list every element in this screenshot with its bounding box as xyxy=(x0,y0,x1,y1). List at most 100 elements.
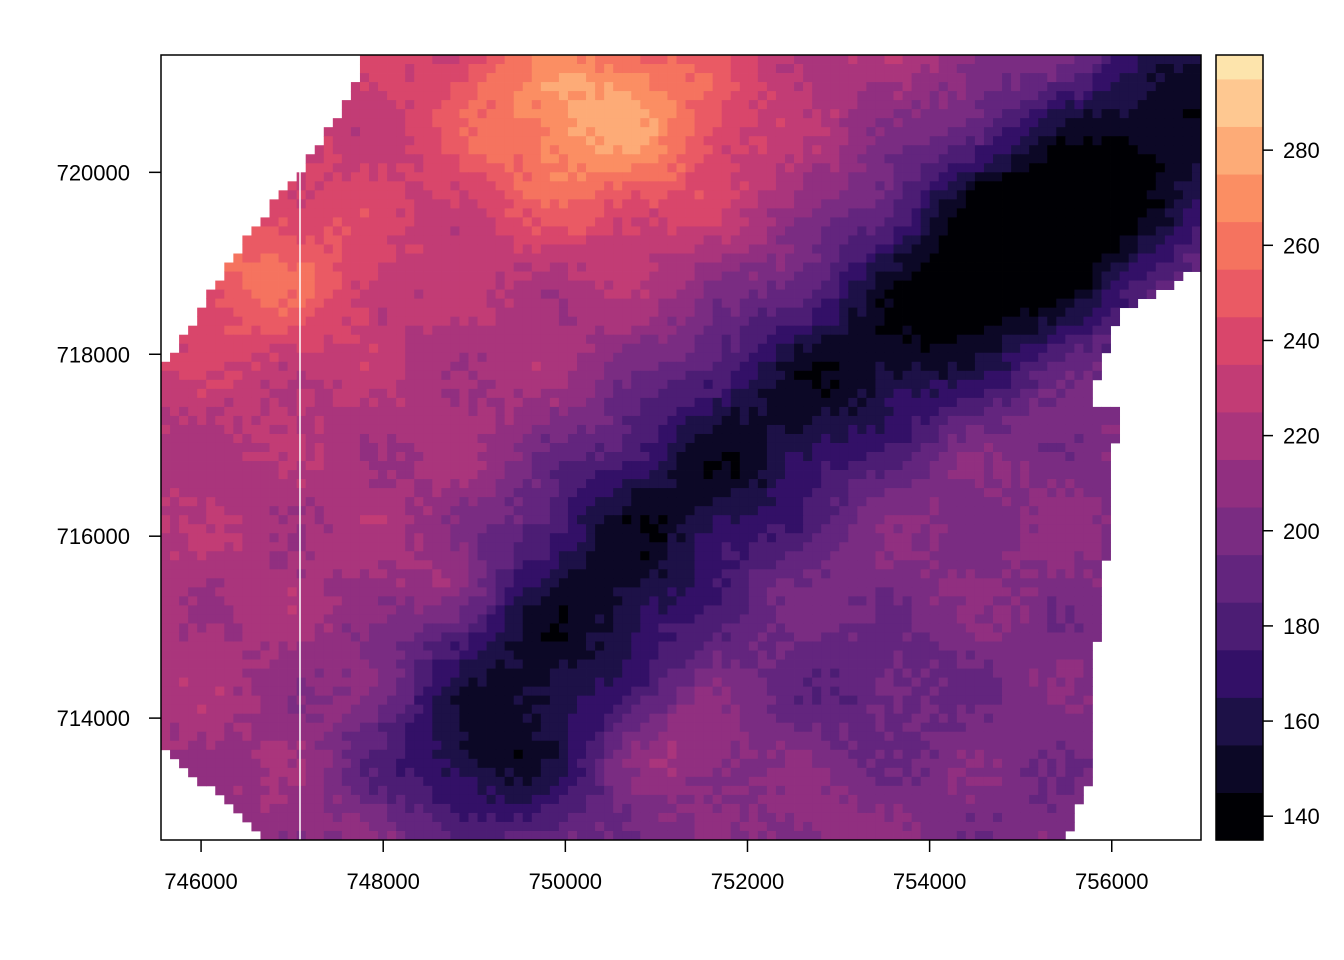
raster-cell xyxy=(613,415,623,426)
raster-cell xyxy=(1074,100,1084,110)
raster-cell xyxy=(703,64,714,74)
raster-cell xyxy=(414,217,424,227)
raster-cell xyxy=(1182,217,1193,227)
raster-cell xyxy=(1038,217,1048,227)
raster-cell xyxy=(965,109,976,119)
raster-cell xyxy=(866,136,876,146)
raster-cell xyxy=(631,325,641,336)
raster-cell xyxy=(405,73,415,83)
raster-cell xyxy=(1182,172,1193,182)
raster-cell xyxy=(549,280,560,290)
raster-cell xyxy=(1065,136,1075,146)
raster-cell xyxy=(730,280,741,290)
raster-cell xyxy=(649,217,659,227)
raster-cell xyxy=(278,433,289,444)
raster-cell xyxy=(775,262,786,272)
raster-cell xyxy=(567,208,578,218)
raster-cell xyxy=(1002,307,1012,318)
raster-cell xyxy=(269,488,279,498)
raster-cell xyxy=(1056,433,1066,444)
raster-cell xyxy=(785,217,795,227)
raster-cell xyxy=(947,190,958,200)
raster-cell xyxy=(1074,181,1084,191)
raster-cell xyxy=(649,452,659,462)
raster-cell xyxy=(1002,424,1012,435)
raster-cell xyxy=(287,298,298,309)
raster-cell xyxy=(1011,127,1021,137)
raster-cell xyxy=(974,470,985,480)
raster-cell xyxy=(794,154,804,164)
raster-cell xyxy=(468,145,478,155)
raster-cell xyxy=(387,199,397,209)
raster-cell xyxy=(631,370,641,381)
raster-cell xyxy=(658,334,668,345)
raster-cell xyxy=(278,397,289,408)
raster-cell xyxy=(956,208,967,218)
raster-cell xyxy=(197,388,207,399)
raster-cell xyxy=(432,217,442,227)
raster-cell xyxy=(911,289,922,300)
raster-cell xyxy=(902,452,913,462)
raster-cell xyxy=(757,452,768,462)
raster-cell xyxy=(1092,127,1102,137)
raster-cell xyxy=(359,334,370,345)
raster-cell xyxy=(305,424,316,435)
raster-cell xyxy=(486,190,497,200)
raster-cell xyxy=(269,244,279,254)
raster-cell xyxy=(1173,190,1184,200)
raster-cell xyxy=(414,118,424,128)
raster-cell xyxy=(658,442,668,453)
raster-cell xyxy=(965,100,976,110)
raster-cell xyxy=(1038,136,1048,146)
raster-cell xyxy=(350,109,361,119)
raster-cell xyxy=(161,370,171,381)
raster-cell xyxy=(884,244,894,254)
raster-cell xyxy=(441,163,451,173)
raster-cell xyxy=(956,145,967,155)
raster-cell xyxy=(947,388,958,399)
raster-cell xyxy=(359,298,370,309)
raster-cell xyxy=(604,452,614,462)
raster-cell xyxy=(251,226,261,236)
raster-cell xyxy=(522,145,533,155)
raster-cell xyxy=(974,352,985,363)
raster-cell xyxy=(658,244,668,254)
raster-cell xyxy=(468,91,478,101)
raster-cell xyxy=(1074,73,1084,83)
raster-cell xyxy=(785,226,795,236)
raster-cell xyxy=(703,172,714,182)
raster-cell xyxy=(278,199,289,209)
raster-cell xyxy=(1047,163,1057,173)
raster-cell xyxy=(803,461,813,471)
raster-cell xyxy=(712,433,723,444)
raster-cell xyxy=(875,298,885,309)
raster-cell xyxy=(1155,55,1166,65)
raster-cell xyxy=(432,154,442,164)
raster-cell xyxy=(332,217,343,227)
raster-cell xyxy=(1038,479,1048,489)
raster-cell xyxy=(667,424,677,435)
raster-cell xyxy=(1182,73,1193,83)
raster-cell xyxy=(1011,91,1021,101)
raster-cell xyxy=(1056,208,1066,218)
raster-cell xyxy=(1029,280,1039,290)
raster-cell xyxy=(206,388,216,399)
raster-cell xyxy=(350,181,361,191)
raster-cell xyxy=(432,145,442,155)
raster-cell xyxy=(549,325,560,336)
raster-cell xyxy=(685,262,695,272)
raster-cell xyxy=(423,488,433,498)
raster-cell xyxy=(911,316,922,327)
raster-cell xyxy=(495,118,506,128)
raster-cell xyxy=(640,406,650,417)
raster-cell xyxy=(1020,55,1030,65)
raster-cell xyxy=(405,452,415,462)
raster-cell xyxy=(785,190,795,200)
raster-cell xyxy=(1173,235,1184,245)
raster-cell xyxy=(1056,298,1066,309)
raster-cell xyxy=(1011,235,1021,245)
raster-cell xyxy=(423,235,433,245)
raster-cell xyxy=(766,253,777,263)
raster-cell xyxy=(486,127,497,137)
raster-cell xyxy=(414,388,424,399)
